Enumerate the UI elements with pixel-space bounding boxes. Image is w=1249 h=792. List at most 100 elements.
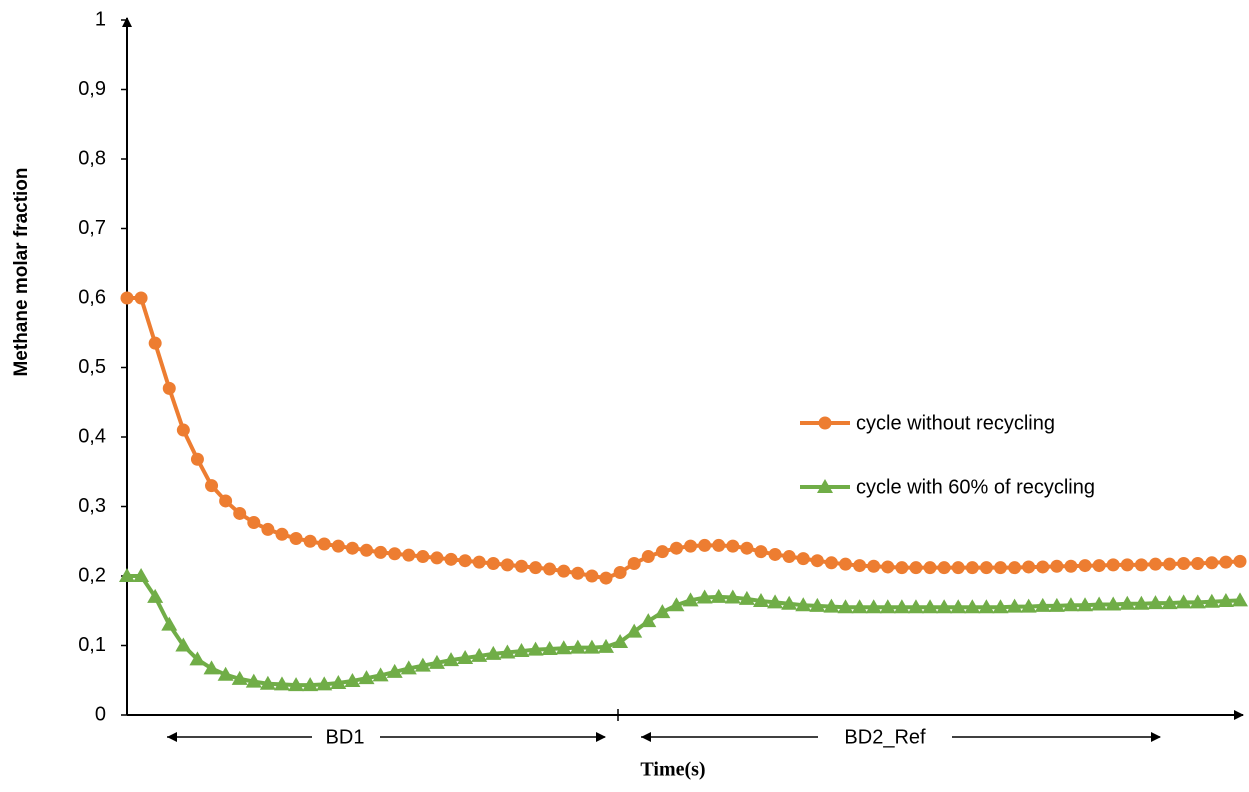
data-point — [740, 541, 754, 555]
data-point — [120, 291, 134, 305]
data-point — [726, 539, 740, 553]
data-point — [444, 552, 458, 566]
data-point — [374, 545, 388, 559]
data-point — [1006, 598, 1023, 613]
y-tick-label: 1 — [95, 8, 106, 30]
data-point — [1219, 555, 1233, 569]
data-point — [992, 599, 1009, 614]
data-point — [993, 561, 1007, 575]
data-point — [654, 604, 671, 619]
data-point — [330, 675, 347, 690]
data-point — [119, 568, 135, 582]
data-point — [684, 539, 698, 553]
data-point — [1008, 561, 1022, 575]
data-point — [1205, 556, 1219, 570]
annotation-bd2-ref: BD2_Ref — [844, 726, 926, 748]
data-point — [247, 515, 261, 529]
data-point — [303, 534, 317, 548]
data-point — [796, 552, 810, 566]
data-point — [428, 654, 445, 669]
y-tick-label: 0,7 — [78, 217, 106, 239]
data-point — [950, 599, 967, 614]
data-point — [233, 506, 247, 520]
bd2-arrowhead-left — [641, 732, 651, 742]
series-line — [127, 574, 1241, 688]
data-point — [782, 550, 796, 564]
data-point — [1163, 557, 1177, 571]
data-point — [724, 589, 741, 604]
data-point — [893, 599, 910, 614]
data-point — [809, 597, 826, 612]
data-point — [712, 538, 726, 552]
data-point — [289, 531, 303, 545]
data-point — [569, 639, 586, 654]
data-point — [710, 588, 727, 603]
data-point — [752, 593, 769, 608]
data-point — [1233, 554, 1247, 568]
data-point — [486, 556, 500, 570]
data-point — [555, 640, 572, 655]
data-point — [358, 670, 375, 685]
data-point — [571, 566, 585, 580]
data-point — [261, 522, 275, 536]
data-point — [316, 676, 333, 691]
data-point — [1022, 560, 1036, 574]
data-point — [288, 677, 305, 692]
data-point — [372, 667, 389, 682]
data-point — [641, 550, 655, 564]
data-point — [583, 639, 600, 654]
data-point — [190, 452, 204, 466]
data-point — [979, 561, 993, 575]
bd1-arrowhead-left — [167, 732, 177, 742]
data-point — [457, 650, 474, 665]
data-point — [895, 561, 909, 575]
data-point — [176, 423, 190, 437]
data-point — [219, 494, 233, 508]
data-point — [543, 562, 557, 576]
annotation-bd1: BD1 — [326, 726, 365, 748]
data-point — [698, 538, 712, 552]
data-point — [302, 677, 319, 692]
data-point — [1064, 559, 1078, 573]
data-point — [388, 547, 402, 561]
data-point — [1119, 595, 1136, 610]
data-point — [965, 561, 979, 575]
data-point — [1232, 592, 1248, 607]
data-point — [682, 592, 699, 607]
y-tick-label: 0,4 — [78, 425, 106, 447]
data-point — [1105, 596, 1122, 611]
data-point — [1203, 593, 1220, 608]
data-point — [951, 561, 965, 575]
data-point — [386, 663, 403, 678]
data-point — [541, 640, 558, 655]
data-point — [472, 555, 486, 569]
y-axis-label: Methane molar fraction — [11, 167, 32, 376]
y-tick-label: 0,3 — [78, 495, 106, 517]
data-point — [148, 336, 162, 350]
data-point — [161, 616, 178, 631]
data-point — [527, 641, 544, 656]
data-point — [696, 589, 713, 604]
data-point — [823, 598, 840, 613]
data-point — [1189, 594, 1206, 609]
data-point — [414, 657, 431, 672]
data-point — [881, 560, 895, 574]
data-point — [824, 556, 838, 570]
data-point — [922, 599, 939, 614]
data-point — [430, 551, 444, 565]
y-tick-label: 0,5 — [78, 356, 106, 378]
data-point — [458, 554, 472, 568]
data-point — [344, 672, 361, 687]
data-point — [134, 291, 148, 305]
legend-marker — [817, 479, 833, 493]
data-point — [1062, 597, 1079, 612]
data-point — [613, 566, 627, 580]
data-point — [557, 564, 571, 578]
data-point — [499, 644, 516, 659]
y-tick-label: 0,8 — [78, 147, 106, 169]
data-point — [964, 599, 981, 614]
data-point — [626, 623, 643, 638]
data-point — [500, 558, 514, 572]
data-point — [907, 599, 924, 614]
data-point — [1048, 597, 1065, 612]
